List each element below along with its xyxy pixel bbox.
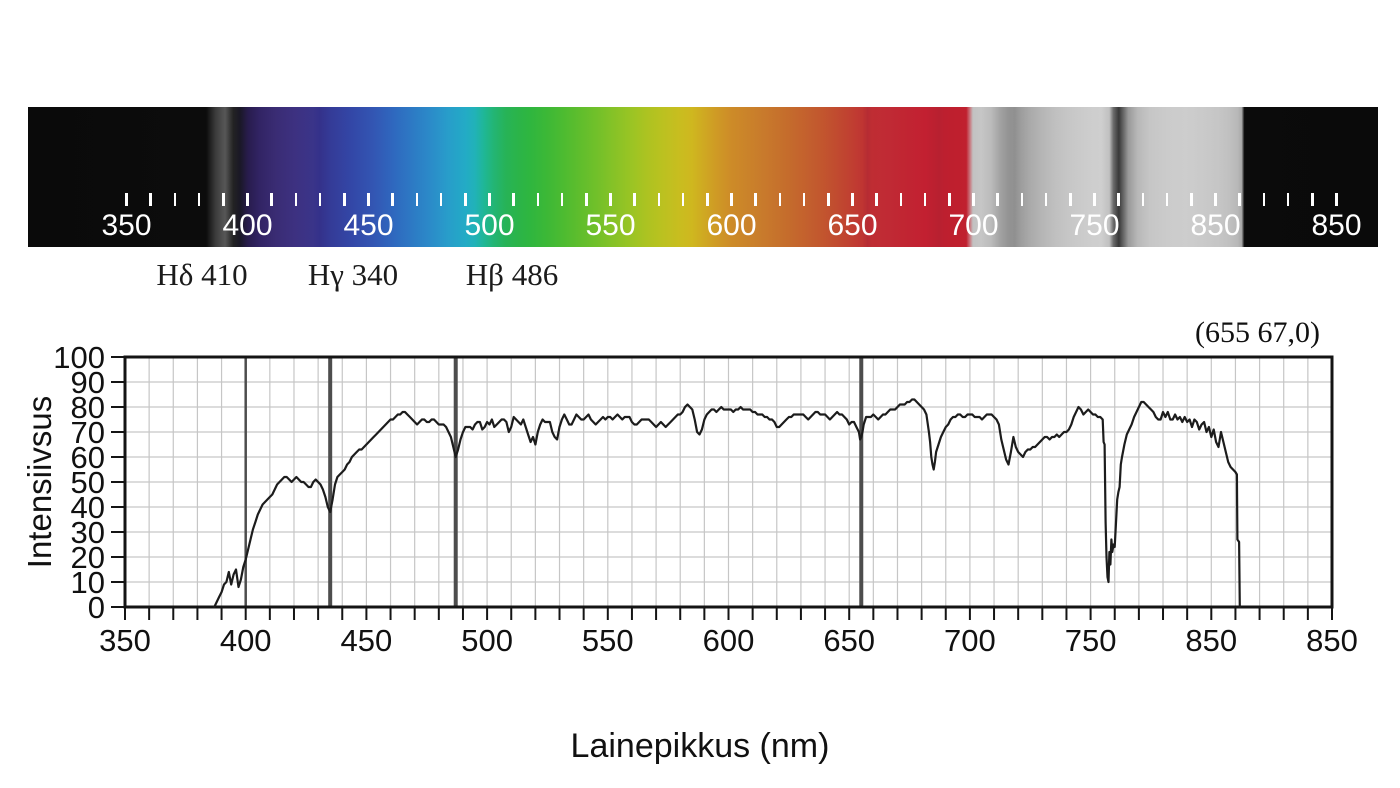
spectrum-tick <box>488 193 491 206</box>
spectrum-tick <box>802 193 806 206</box>
spectrum-tick <box>415 193 419 206</box>
y-tick-label: 100 <box>53 340 105 375</box>
spectrum-tick <box>681 193 685 206</box>
spectrum-tick-label: 450 <box>343 209 394 242</box>
spectrum-tick <box>560 193 564 206</box>
spectrum-tick <box>1141 193 1145 206</box>
spectrum-tick-label: 850 <box>1311 209 1362 242</box>
spectrum-band: 350 400 450 500 550 600 650 700 750 850 850 <box>28 107 1378 247</box>
spectrum-tick <box>754 193 757 206</box>
spectrum-tick <box>706 193 709 206</box>
spectrum-tick-label: 750 <box>1069 209 1120 242</box>
spectrum-tick <box>1238 193 1241 206</box>
spectrum-tick <box>1286 193 1290 206</box>
y-tick-label: 10 <box>71 565 105 600</box>
spectrum-tick <box>222 193 225 206</box>
spectrum-tick <box>270 193 273 206</box>
plot-border <box>123 355 1334 609</box>
spectrum-tick-label: 650 <box>827 209 878 242</box>
spectrum-tick <box>778 193 782 206</box>
spectrum-tick <box>827 193 830 206</box>
spectrum-tick <box>899 193 903 206</box>
balmer-line-labels: Hδ 410 Hγ 340 Hβ 486 <box>0 257 1400 299</box>
spectrum-tick <box>1020 193 1024 206</box>
y-tick-label: 30 <box>71 515 105 550</box>
y-tick-label: 70 <box>71 415 105 450</box>
balmer-label: Hδ 410 <box>156 257 248 292</box>
x-tick-label: 750 <box>1065 623 1117 658</box>
spectrum-tick <box>464 193 467 206</box>
y-tick-label: 40 <box>71 490 105 525</box>
spectrum-tick <box>1335 193 1338 206</box>
spectrum-tick <box>197 193 201 206</box>
spectrum-tick-label: 550 <box>585 209 636 242</box>
spectrum-tick <box>1262 193 1266 206</box>
spectrum-tick-label: 400 <box>222 209 273 242</box>
spectrum-tick <box>343 193 346 206</box>
spectrum-gradient <box>28 107 1378 247</box>
y-tick-label: 60 <box>71 440 105 475</box>
spectrum-tick <box>1069 193 1072 206</box>
spectrum-tick <box>391 193 394 206</box>
x-tick-label: 650 <box>823 623 875 658</box>
spectrum-tick <box>657 193 661 206</box>
y-tick-label: 0 <box>88 590 105 625</box>
balmer-label: Hβ 486 <box>465 257 559 292</box>
spectrum-tick <box>536 193 540 206</box>
spectrum-tick <box>972 193 975 206</box>
spectrum-tick <box>730 193 733 206</box>
y-tick-label: 20 <box>71 540 105 575</box>
x-tick-label: 500 <box>461 623 513 658</box>
x-tick-label: 550 <box>582 623 634 658</box>
spectrum-tick-label: 350 <box>101 209 152 242</box>
x-tick-label: 850 <box>1185 623 1237 658</box>
spectrum-tick <box>318 193 322 206</box>
y-axis-title: Intensiivsus <box>21 395 58 569</box>
spectrum-tick <box>246 193 249 206</box>
spectrum-tick-label: 500 <box>464 209 515 242</box>
spectrum-intensity-curve <box>213 398 1241 609</box>
spectrum-tick <box>149 193 152 206</box>
spectrum-tick <box>1117 193 1120 206</box>
y-tick-label: 90 <box>71 365 105 400</box>
y-tick-label: 50 <box>71 465 105 500</box>
spectrum-tick <box>173 193 177 206</box>
x-tick-label: 400 <box>220 623 272 658</box>
spectrum-tick <box>923 193 927 206</box>
x-tick-label: 450 <box>341 623 393 658</box>
spectrum-tick <box>948 193 951 206</box>
spectrum-tick <box>1214 193 1217 206</box>
spectrum-tick <box>1093 193 1096 206</box>
spectrum-tick <box>1190 193 1193 206</box>
spectrum-tick <box>367 193 370 206</box>
spectrum-tick <box>1165 193 1169 206</box>
spectrum-tick <box>633 193 636 206</box>
spectrum-tick <box>1044 193 1048 206</box>
spectrum-tick <box>1311 193 1314 206</box>
spectrum-tick <box>439 193 443 206</box>
spectrum-tick-label: 600 <box>706 209 757 242</box>
spectrum-tick <box>609 193 612 206</box>
spectrum-tick <box>294 193 298 206</box>
spectrum-tick-label: 700 <box>948 209 999 242</box>
x-tick-label: 850 <box>1306 623 1358 658</box>
spectrum-tick <box>851 193 854 206</box>
spectrum-tick <box>996 193 999 206</box>
spectrum-tick <box>875 193 878 206</box>
x-tick-label: 700 <box>944 623 996 658</box>
spectrum-tick <box>512 193 515 206</box>
y-tick-label: 80 <box>71 390 105 425</box>
spectrum-tick <box>585 193 588 206</box>
spectrum-tick-label: 850 <box>1190 209 1241 242</box>
cursor-readout-annotation: (655 67,0) <box>1195 316 1320 349</box>
x-tick-label: 350 <box>99 623 151 658</box>
x-axis-title: Lainepikkus (nm) <box>570 727 830 765</box>
balmer-label: Hγ 340 <box>307 257 399 292</box>
spectrum-tick <box>125 193 128 206</box>
x-tick-label: 600 <box>703 623 755 658</box>
